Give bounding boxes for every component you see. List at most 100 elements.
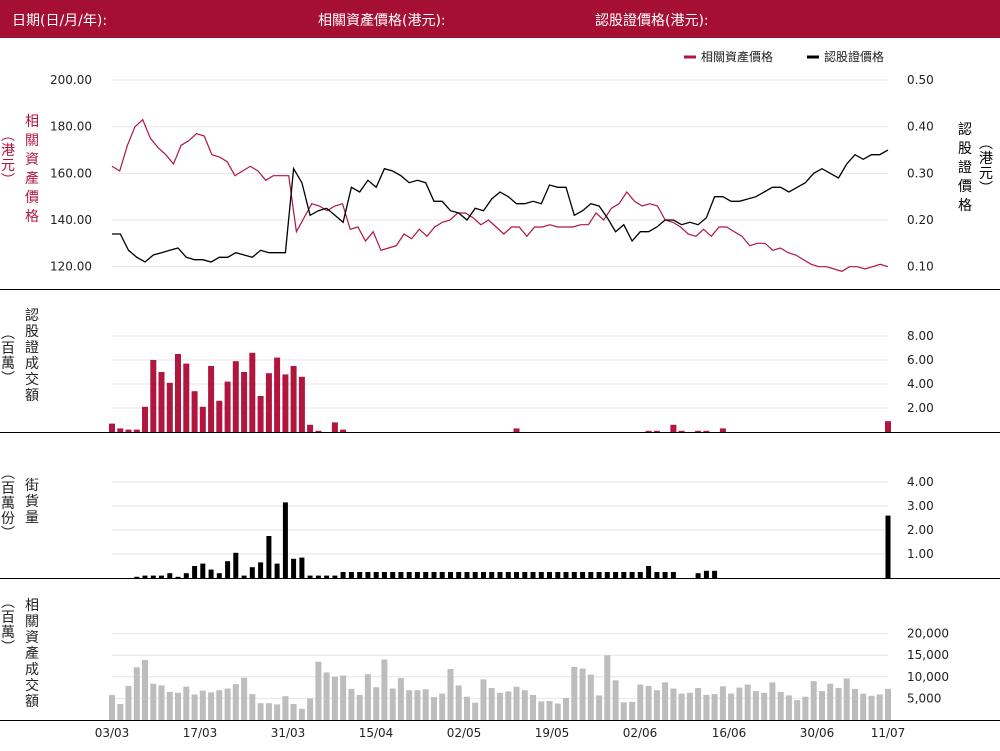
outstanding-bar <box>448 572 453 578</box>
warrant-turnover-bar <box>307 424 314 432</box>
warrant-turnover-bar <box>265 373 272 432</box>
outstanding-axis-unit: ︵百萬份︶ <box>1 466 15 542</box>
asset-turnover-bar <box>835 688 842 720</box>
outstanding-bar <box>695 573 701 578</box>
asset-price-label: 相關資產價格(港元): <box>318 13 446 29</box>
warrant-turnover-tick: 2.00 <box>907 401 934 415</box>
outstanding-bar <box>637 572 643 578</box>
x-axis-tick: 15/04 <box>359 726 394 740</box>
warrant-turnover-bar <box>290 366 297 432</box>
asset-turnover-bar <box>381 659 388 720</box>
price-left-tick: 120.00 <box>50 260 92 274</box>
outstanding-bar <box>216 573 222 578</box>
asset-turnover-bar <box>125 685 132 720</box>
legend-warrant-label: 認股證價格 <box>824 49 884 64</box>
outstanding-bar <box>241 575 247 578</box>
outstanding-bar <box>225 561 231 578</box>
asset-turnover-bar <box>571 666 578 720</box>
asset-turnover-bar <box>497 692 503 720</box>
outstanding-tick: 3.00 <box>907 499 934 513</box>
warrant-turnover-bar <box>282 374 289 432</box>
price-left-axis-title: 相關資產價格 <box>25 114 39 225</box>
asset-turnover-tick: 15,000 <box>907 648 949 662</box>
price-right-tick: 0.50 <box>907 73 934 87</box>
asset-turnover-bar <box>885 688 891 720</box>
header-bar: 日期(日/月/年): 相關資產價格(港元): 認股證價格(港元): <box>0 0 1000 38</box>
outstanding-axis-title: 街貨量 <box>25 478 39 526</box>
price-right-tick: 0.10 <box>907 260 934 274</box>
outstanding-bar <box>414 572 420 578</box>
asset-turnover-bar <box>703 694 710 720</box>
outstanding-bar <box>621 572 627 578</box>
asset-turnover-bar <box>191 694 198 720</box>
asset-turnover-bar <box>480 679 487 720</box>
outstanding-bar <box>654 572 660 578</box>
asset-turnover-bar <box>612 680 619 720</box>
outstanding-bar <box>159 575 164 578</box>
warrant-turnover-bar <box>670 424 677 432</box>
asset-turnover-bar <box>422 689 429 720</box>
asset-turnover-bar <box>257 703 264 720</box>
warrant-turnover-axis-title: 認股證成交額 <box>25 308 39 404</box>
asset-turnover-bar <box>777 691 784 720</box>
warrant-turnover-bar <box>703 430 710 432</box>
outstanding-bar <box>563 572 569 578</box>
asset-turnover-bar <box>505 691 512 720</box>
asset-turnover-tick: 10,000 <box>907 670 949 684</box>
outstanding-bar <box>381 572 387 578</box>
asset-turnover-bar <box>530 694 536 720</box>
outstanding-bar <box>348 572 354 578</box>
outstanding-bar <box>398 572 404 578</box>
outstanding-bar <box>547 572 552 578</box>
asset-turnover-bar <box>785 695 792 720</box>
price-left-tick: 160.00 <box>50 166 92 180</box>
asset-turnover-bar <box>868 695 875 720</box>
outstanding-bar <box>580 572 586 578</box>
warrant-turnover-bar <box>298 376 305 432</box>
outstanding-bar <box>249 567 255 578</box>
warrant-turnover-bar <box>133 429 140 432</box>
asset-turnover-bar <box>579 668 586 720</box>
x-axis-tick: 03/03 <box>95 726 130 740</box>
outstanding-bar <box>423 572 429 578</box>
asset-turnover-bar <box>596 695 603 720</box>
outstanding-bar <box>481 572 486 578</box>
outstanding-bar <box>332 575 338 578</box>
asset-turnover-bar <box>340 675 347 720</box>
outstanding-bar <box>604 572 610 578</box>
asset-turnover-bar <box>538 701 545 720</box>
asset-turnover-bar <box>860 693 867 720</box>
outstanding-bar <box>258 562 264 578</box>
asset-turnover-bar <box>620 702 627 720</box>
x-axis-tick: 30/06 <box>800 726 835 740</box>
outstanding-bar <box>167 573 173 578</box>
outstanding-bar <box>439 572 445 578</box>
x-axis-tick: 31/03 <box>271 726 306 740</box>
asset-turnover-bar <box>183 686 190 720</box>
outstanding-bar <box>208 569 214 578</box>
outstanding-bar <box>530 572 536 578</box>
x-axis-tick: 17/03 <box>183 726 218 740</box>
x-axis-tick: 16/06 <box>712 726 747 740</box>
asset-turnover-bar <box>133 667 140 720</box>
outstanding-bar <box>266 536 272 578</box>
outstanding-bar <box>299 557 305 578</box>
outstanding-bar <box>522 572 528 578</box>
outstanding-bar <box>497 572 503 578</box>
warrant-turnover-bar <box>125 429 132 432</box>
asset-turnover-bar <box>670 688 677 720</box>
asset-turnover-bar <box>307 698 314 720</box>
warrant-turnover-bar <box>142 406 148 432</box>
outstanding-bar <box>291 558 297 578</box>
outstanding-bar <box>150 575 156 578</box>
outstanding-bar <box>538 572 544 578</box>
outstanding-bar <box>571 572 577 578</box>
outstanding-bar <box>712 570 718 578</box>
outstanding-bar <box>307 575 313 578</box>
asset-turnover-bar <box>232 684 239 720</box>
warrant-turnover-bar <box>175 354 181 432</box>
outstanding-tick: 4.00 <box>907 475 934 489</box>
warrant-price-label: 認股證價格(港元): <box>595 13 709 29</box>
warrant-turnover-bar <box>653 430 660 432</box>
